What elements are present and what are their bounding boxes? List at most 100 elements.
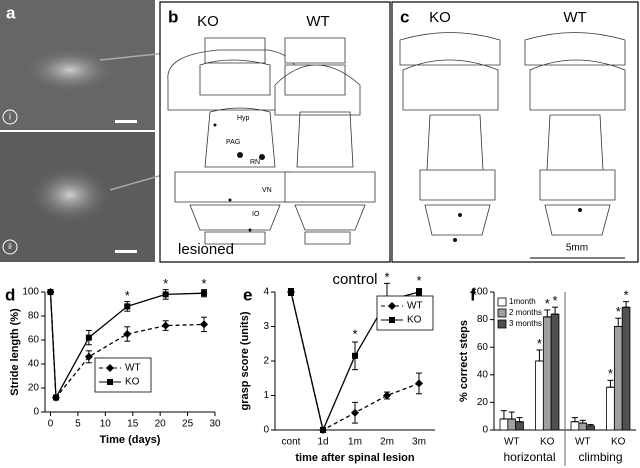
- y-tick-label: 0: [33, 407, 39, 418]
- marker: [85, 334, 92, 341]
- column-label: WT: [563, 9, 586, 26]
- bar: [570, 421, 580, 431]
- scale-bar: [115, 120, 137, 123]
- group-label: climbing: [578, 450, 622, 464]
- legend-label: WT: [125, 363, 141, 374]
- marker: [320, 427, 326, 433]
- y-tick-label: 20: [477, 397, 489, 408]
- y-tick-label: 60: [477, 342, 489, 353]
- bar: [499, 418, 509, 431]
- x-tick-label: 2m: [380, 437, 394, 448]
- legend-label: KO: [407, 315, 422, 326]
- x-tick-label: cont: [282, 437, 301, 448]
- panel-label: d: [5, 285, 15, 304]
- y-tick-label: 40: [28, 359, 40, 370]
- bar: [586, 425, 595, 431]
- legend-label: 1month: [509, 297, 536, 306]
- legend-swatch: [497, 308, 507, 318]
- legend-box: [94, 357, 152, 393]
- x-tick-label: 10: [100, 419, 112, 430]
- panel-label: f: [470, 285, 476, 304]
- x-tick-label: 30: [209, 419, 221, 430]
- legend-swatch: [497, 297, 507, 307]
- y-tick-label: 80: [28, 311, 40, 322]
- marker: [123, 330, 132, 338]
- panel-label: a: [6, 3, 16, 22]
- x-tick-label: 5: [75, 419, 81, 430]
- labelled-cells: [30, 167, 110, 223]
- marker: [84, 352, 93, 361]
- x-tick-label: 15: [127, 419, 139, 430]
- marker: [416, 289, 422, 295]
- x-tick-label: KO: [611, 437, 626, 448]
- marker: [415, 379, 423, 388]
- annotation: *: [608, 366, 613, 381]
- region-label: Hyp: [237, 115, 250, 122]
- legend-marker: [106, 364, 114, 372]
- circle: [2, 109, 18, 125]
- scale-bar: [115, 250, 137, 253]
- x-tick-label: 1m: [348, 437, 362, 448]
- column-label: KO: [429, 9, 451, 26]
- x-axis-label: time after spinal lesion: [295, 452, 414, 464]
- x-tick-label: KO: [540, 437, 555, 448]
- sub-label: i: [9, 111, 11, 121]
- bar: [550, 313, 560, 431]
- scale-label: 5mm: [566, 243, 588, 254]
- legend-marker: [389, 317, 395, 323]
- legend-swatch: [497, 319, 507, 329]
- bar: [507, 418, 517, 431]
- panel-label: e: [243, 285, 252, 304]
- y-tick-label: 2: [263, 356, 269, 367]
- marker: [47, 289, 54, 295]
- panel-label: b: [168, 7, 178, 26]
- x-axis-label: Time (days): [100, 434, 161, 446]
- marker: [52, 394, 59, 401]
- y-tick-label: 1: [263, 390, 269, 401]
- legend-marker: [388, 302, 396, 310]
- y-tick-label: 100: [471, 287, 488, 298]
- bar: [578, 422, 588, 431]
- x-tick-label: 0: [48, 419, 54, 430]
- annotation: *: [616, 304, 621, 319]
- marker: [352, 352, 358, 359]
- chart-title: control: [332, 271, 377, 288]
- x-tick-label: WT: [504, 437, 520, 448]
- marker: [124, 303, 131, 310]
- annotation: *: [537, 336, 542, 351]
- marker: [162, 291, 169, 298]
- bar: [542, 316, 552, 431]
- legend-box: [376, 295, 434, 331]
- region-label: RN: [250, 159, 260, 166]
- annotation: *: [202, 276, 207, 291]
- y-tick-label: 4: [263, 287, 269, 298]
- legend-label: KO: [125, 377, 140, 388]
- marker: [161, 321, 170, 330]
- x-tick-label: WT: [575, 437, 591, 448]
- brain-sections: [399, 32, 626, 242]
- y-tick-label: 3: [263, 321, 269, 332]
- sub-label: ii: [8, 242, 12, 251]
- legend-marker: [107, 379, 113, 385]
- column-label: WT: [306, 13, 329, 30]
- bar: [535, 360, 544, 431]
- y-tick-label: 20: [28, 383, 40, 394]
- annotation: *: [545, 296, 550, 311]
- bar: [606, 386, 615, 431]
- annotation: *: [416, 273, 421, 288]
- annotation: *: [163, 276, 168, 291]
- annotation: *: [384, 270, 389, 285]
- panel-label: c: [400, 7, 409, 26]
- x-tick-label: 3m: [412, 437, 426, 448]
- y-tick-label: 0: [482, 425, 488, 436]
- caption: lesioned: [178, 241, 234, 258]
- x-tick-label: 25: [182, 419, 194, 430]
- region-label: VN: [262, 187, 272, 194]
- annotation: *: [553, 293, 558, 308]
- region-label: PAG: [226, 139, 240, 146]
- marker: [201, 290, 208, 297]
- series-line: [49, 291, 205, 400]
- group-label: horizontal: [503, 450, 555, 464]
- marker: [200, 320, 209, 329]
